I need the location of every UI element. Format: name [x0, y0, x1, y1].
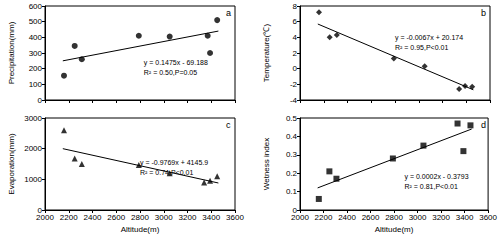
- svg-text:2000: 2000: [36, 213, 54, 222]
- svg-text:0.5: 0.5: [286, 114, 298, 123]
- svg-text:0: 0: [293, 64, 298, 73]
- svg-text:600: 600: [29, 2, 43, 11]
- svg-text:c: c: [226, 120, 231, 130]
- svg-text:3000: 3000: [24, 114, 42, 123]
- svg-text:100: 100: [29, 80, 43, 89]
- svg-text:2400: 2400: [338, 213, 356, 222]
- svg-text:3000: 3000: [155, 213, 173, 222]
- svg-text:-4: -4: [290, 96, 298, 105]
- svg-text:Altitude(m): Altitude(m): [375, 225, 414, 234]
- svg-text:Evaporation(mm): Evaporation(mm): [7, 133, 16, 195]
- svg-text:3600: 3600: [479, 213, 497, 222]
- svg-text:2600: 2600: [107, 213, 125, 222]
- svg-text:2000: 2000: [24, 144, 42, 153]
- svg-text:y = 0.1475x - 69.188: y = 0.1475x - 69.188: [144, 59, 208, 67]
- svg-text:R² = 0.95,P<0.01: R² = 0.95,P<0.01: [395, 44, 448, 51]
- svg-text:2000: 2000: [291, 213, 309, 222]
- svg-text:3000: 3000: [409, 213, 427, 222]
- svg-text:2: 2: [293, 49, 298, 58]
- svg-text:Temperature(℃): Temperature(℃): [262, 24, 271, 83]
- svg-text:0.4: 0.4: [286, 132, 298, 141]
- svg-text:0.2: 0.2: [286, 169, 298, 178]
- svg-text:Altitude(m): Altitude(m): [121, 225, 160, 234]
- svg-text:y = 0.0002x - 0.3793: y = 0.0002x - 0.3793: [405, 173, 469, 181]
- svg-text:-2: -2: [290, 80, 298, 89]
- svg-text:300: 300: [29, 49, 43, 58]
- svg-text:0.3: 0.3: [286, 150, 298, 159]
- svg-text:3200: 3200: [432, 213, 450, 222]
- svg-text:0.1: 0.1: [286, 187, 298, 196]
- svg-text:d: d: [481, 120, 486, 130]
- svg-text:8: 8: [293, 2, 298, 11]
- svg-text:1000: 1000: [24, 175, 42, 184]
- svg-text:4: 4: [293, 33, 298, 42]
- svg-text:y = -0.0067x + 20.174: y = -0.0067x + 20.174: [395, 34, 463, 42]
- svg-text:6: 6: [293, 17, 298, 26]
- svg-text:R² = 0.50,P=0.05: R² = 0.50,P=0.05: [144, 69, 197, 76]
- svg-text:0: 0: [38, 96, 43, 105]
- svg-text:y = -0.9769x + 4145.9: y = -0.9769x + 4145.9: [140, 159, 208, 167]
- svg-text:2200: 2200: [60, 213, 78, 222]
- svg-text:2400: 2400: [84, 213, 102, 222]
- svg-text:a: a: [226, 8, 231, 18]
- svg-text:3400: 3400: [456, 213, 474, 222]
- svg-text:3200: 3200: [179, 213, 197, 222]
- svg-text:0: 0: [37, 205, 42, 215]
- svg-text:400: 400: [29, 33, 43, 42]
- svg-text:3400: 3400: [202, 213, 220, 222]
- svg-text:Precipitation(mm): Precipitation(mm): [7, 21, 16, 84]
- svg-text:0: 0: [292, 205, 297, 215]
- svg-text:2800: 2800: [131, 213, 149, 222]
- svg-text:Wetness index: Wetness index: [262, 138, 271, 190]
- svg-text:500: 500: [29, 17, 43, 26]
- svg-text:2800: 2800: [385, 213, 403, 222]
- svg-text:R² = 0.81,P<0.01: R² = 0.81,P<0.01: [405, 183, 458, 190]
- svg-text:b: b: [481, 8, 486, 18]
- svg-text:3600: 3600: [226, 213, 244, 222]
- svg-text:R² = 0.74,P<0.01: R² = 0.74,P<0.01: [140, 169, 194, 177]
- svg-text:2200: 2200: [315, 213, 333, 222]
- svg-text:2600: 2600: [362, 213, 380, 222]
- svg-text:200: 200: [29, 64, 43, 73]
